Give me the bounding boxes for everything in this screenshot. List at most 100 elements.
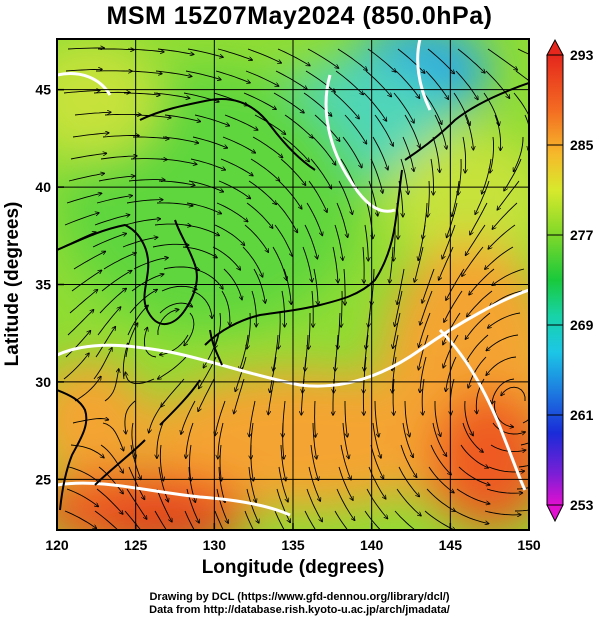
streamline [223,268,242,300]
streamline [143,328,157,358]
streamline [517,48,529,55]
streamline [198,378,215,411]
streamline [335,70,363,95]
streamline [442,224,456,259]
isotherm [416,39,432,111]
streamline [215,312,221,348]
streamline [212,246,240,270]
streamline [248,180,276,204]
colorbar-tick-label: 285 [570,137,594,153]
streamline [515,70,529,82]
streamline [182,246,217,258]
credits-line-2: Data from http://database.rish.kyoto-u.a… [149,604,450,616]
streamline [278,180,302,209]
streamline [253,268,265,303]
streamline [185,70,221,80]
streamline [398,466,419,497]
streamline [215,400,226,436]
streamline [100,156,137,160]
streamline [218,180,250,199]
streamline [220,444,221,481]
streamline [154,224,191,226]
streamline [92,234,126,248]
streamline [278,312,280,349]
isotherm [57,72,112,96]
coastline-taiwan-mainland [57,389,88,511]
x-tick-label: 135 [281,537,305,553]
streamline [494,400,514,427]
streamline [65,331,91,358]
streamline [247,48,281,63]
streamline [486,334,519,351]
streamline [492,422,525,434]
wind-streamlines [62,48,529,530]
streamline [125,323,138,358]
streamline [221,290,230,326]
streamline [127,305,148,336]
streamline [164,114,200,122]
streamline [457,48,485,73]
colorbar-bar [546,54,564,506]
streamline [220,158,253,176]
streamline [272,246,287,280]
streamline [374,400,379,437]
streamline [400,444,417,477]
streamline [188,180,223,192]
streamline [254,114,285,134]
streamline [157,422,164,458]
streamline [96,488,123,514]
streamline [390,246,394,283]
streamline [370,444,384,479]
streamline [283,422,284,459]
streamline [274,224,293,256]
streamline [304,510,317,530]
streamline [214,224,245,245]
streamline [483,92,499,125]
streamline [392,334,399,371]
streamline [104,114,141,115]
streamline [309,313,311,349]
streamline [486,356,517,375]
streamline [282,136,309,162]
streamline [128,180,165,181]
streamline [334,510,349,530]
streamline [67,48,104,49]
streamline [66,193,102,204]
streamline [396,488,421,516]
streamline [280,444,286,481]
streamline [96,196,132,204]
streamline [122,237,158,248]
streamline [400,158,408,194]
streamline [94,215,130,226]
streamline [372,422,381,458]
streamline [497,180,520,210]
streamline [153,92,190,98]
streamline [310,444,318,480]
streamline [194,114,229,126]
streamline [363,246,364,283]
streamline [103,253,136,270]
streamline [458,158,462,195]
streamline [513,92,529,124]
grid-lines [57,39,529,530]
streamline [501,386,526,401]
streamline [432,136,440,172]
streamline [162,136,198,143]
streamline [218,466,225,502]
x-axis-title: Longitude (degrees) [202,557,385,578]
streamline [123,93,160,95]
streamline [308,180,327,212]
streamline [215,70,250,83]
streamline [158,180,195,185]
colorbar-tick-label: 277 [570,227,594,243]
streamline [124,219,160,226]
streamline [430,444,451,475]
streamline [344,114,367,144]
streamline [462,422,483,452]
streamline [487,48,517,70]
streamline [101,271,132,292]
streamline [484,510,521,515]
streamline [305,70,335,92]
streamline [102,422,124,451]
streamline [464,400,473,436]
